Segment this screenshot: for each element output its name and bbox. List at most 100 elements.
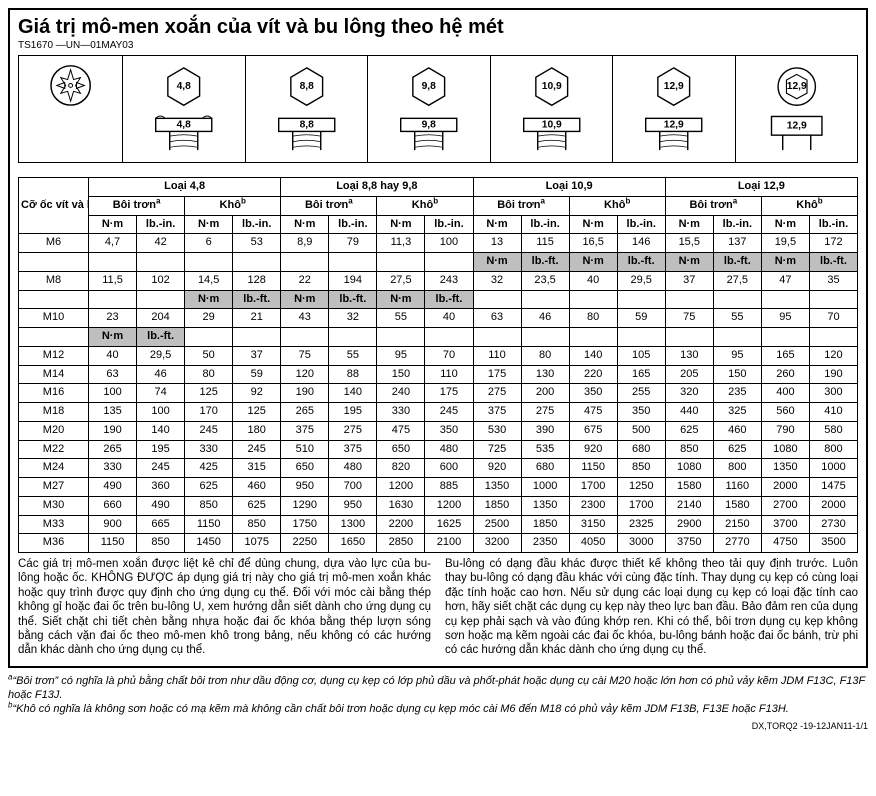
value-cell: 4,7 (89, 234, 137, 253)
fig-label: 4,8 (177, 119, 192, 130)
value-cell: 1850 (473, 496, 521, 515)
value-cell: 1700 (617, 496, 665, 515)
value-cell: 700 (329, 478, 377, 497)
unit-switch-cell: lb.-ft. (425, 290, 473, 309)
empty-cell (185, 328, 233, 347)
value-cell: 95 (713, 346, 761, 365)
empty-cell (19, 328, 89, 347)
empty-cell (713, 328, 761, 347)
fig-label: 8,8 (299, 119, 314, 130)
class-129-header: Loại 12,9 (665, 178, 857, 197)
empty-cell (233, 253, 281, 272)
fig-label: 12,9 (664, 81, 684, 92)
value-cell: 1160 (713, 478, 761, 497)
table-row: M274903606254609507001200885135010001700… (19, 478, 858, 497)
fig-cell-129b: 12,9 12,9 (736, 56, 857, 162)
value-cell: 23 (89, 309, 137, 328)
value-cell: 110 (473, 346, 521, 365)
empty-cell (281, 328, 329, 347)
value-cell: 194 (329, 271, 377, 290)
value-cell: 790 (761, 421, 809, 440)
value-cell: 660 (89, 496, 137, 515)
value-cell: 4750 (761, 534, 809, 553)
value-cell: 1475 (809, 478, 857, 497)
value-cell: 275 (329, 421, 377, 440)
value-cell: 130 (665, 346, 713, 365)
value-cell: 2900 (665, 515, 713, 534)
dry-header: Khôb (185, 196, 281, 215)
fig-label: 4,8 (177, 81, 192, 92)
value-cell: 92 (233, 384, 281, 403)
value-cell: 500 (617, 421, 665, 440)
value-cell: 800 (809, 440, 857, 459)
torque-table: Cỡ ốc vít và bu-lông Loại 4,8 Loại 8,8 h… (18, 177, 858, 553)
value-cell: 1350 (761, 459, 809, 478)
value-cell: 440 (665, 403, 713, 422)
value-cell: 530 (473, 421, 521, 440)
value-cell: 13 (473, 234, 521, 253)
value-cell: 59 (233, 365, 281, 384)
empty-cell (473, 290, 521, 309)
value-cell: 410 (809, 403, 857, 422)
empty-cell (617, 290, 665, 309)
unit-switch-row: N·mlb.-ft.N·mlb.-ft.N·mlb.-ft.N·mlb.-ft. (19, 253, 858, 272)
unit-header: N·m (185, 215, 233, 234)
value-cell: 560 (761, 403, 809, 422)
value-cell: 32 (329, 309, 377, 328)
value-cell: 260 (761, 365, 809, 384)
fig-label: 12,9 (786, 120, 806, 131)
value-cell: 130 (521, 365, 569, 384)
empty-cell (377, 253, 425, 272)
value-cell: 625 (665, 421, 713, 440)
value-cell: 115 (521, 234, 569, 253)
value-cell: 2000 (809, 496, 857, 515)
value-cell: 128 (233, 271, 281, 290)
unit-switch-cell: lb.-ft. (617, 253, 665, 272)
value-cell: 3700 (761, 515, 809, 534)
value-cell: 480 (425, 440, 473, 459)
value-cell: 53 (233, 234, 281, 253)
value-cell: 95 (377, 346, 425, 365)
value-cell: 22 (281, 271, 329, 290)
value-cell: 150 (377, 365, 425, 384)
unit-header: N·m (377, 215, 425, 234)
value-cell: 140 (569, 346, 617, 365)
value-cell: 43 (281, 309, 329, 328)
value-cell: 1080 (665, 459, 713, 478)
value-cell: 137 (713, 234, 761, 253)
value-cell: 165 (761, 346, 809, 365)
value-cell: 220 (569, 365, 617, 384)
value-cell: 325 (713, 403, 761, 422)
value-cell: 11,3 (377, 234, 425, 253)
value-cell: 102 (137, 271, 185, 290)
value-cell: 80 (569, 309, 617, 328)
value-cell: 275 (521, 403, 569, 422)
value-cell: 205 (665, 365, 713, 384)
value-cell: 50 (185, 346, 233, 365)
table-header-row: N·mlb.-in. N·mlb.-in. N·mlb.-in. N·mlb.-… (19, 215, 858, 234)
value-cell: 125 (185, 384, 233, 403)
value-cell: 172 (809, 234, 857, 253)
value-cell: 37 (233, 346, 281, 365)
table-header-row: Cỡ ốc vít và bu-lông Loại 4,8 Loại 8,8 h… (19, 178, 858, 197)
value-cell: 2350 (521, 534, 569, 553)
table-row: M146346805912088150110175130220165205150… (19, 365, 858, 384)
value-cell: 675 (569, 421, 617, 440)
value-cell: 29,5 (137, 346, 185, 365)
value-cell: 1200 (425, 496, 473, 515)
empty-cell (329, 328, 377, 347)
unit-switch-cell: N·m (89, 328, 137, 347)
value-cell: 200 (521, 384, 569, 403)
size-cell: M10 (19, 309, 89, 328)
value-cell: 100 (89, 384, 137, 403)
value-cell: 625 (233, 496, 281, 515)
empty-cell (19, 290, 89, 309)
value-cell: 475 (569, 403, 617, 422)
empty-cell (665, 290, 713, 309)
empty-cell (809, 328, 857, 347)
size-cell: M6 (19, 234, 89, 253)
unit-switch-cell: N·m (665, 253, 713, 272)
size-cell: M22 (19, 440, 89, 459)
value-cell: 315 (233, 459, 281, 478)
empty-cell (377, 328, 425, 347)
